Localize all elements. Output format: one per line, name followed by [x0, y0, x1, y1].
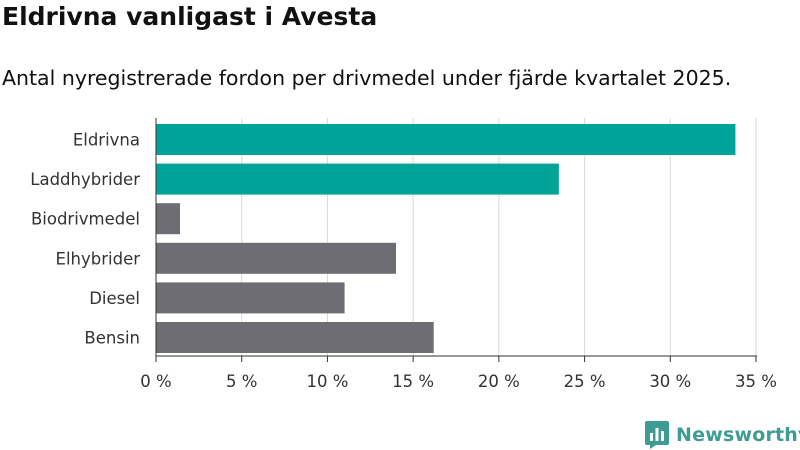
x-tick-label: 0 %: [140, 372, 171, 391]
category-label: Diesel: [89, 289, 140, 308]
brand-name: Newsworthy: [676, 424, 800, 446]
x-tick-label: 25 %: [564, 372, 606, 391]
newsworthy-logo-icon: [645, 421, 669, 449]
category-label: Eldrivna: [73, 131, 140, 150]
x-tick-label: 10 %: [306, 372, 348, 391]
bar: [156, 282, 345, 314]
bar: [156, 124, 736, 155]
x-tick-label: 15 %: [392, 372, 434, 391]
brand-logo: Newsworthy: [644, 420, 800, 450]
bar: [156, 322, 434, 353]
x-tick-label: 20 %: [478, 372, 520, 391]
x-tick-label: 35 %: [735, 372, 777, 391]
category-label: Elhybrider: [56, 249, 141, 268]
category-label: Laddhybrider: [30, 170, 140, 189]
x-tick-label: 30 %: [649, 372, 691, 391]
chart-title: Eldrivna vanligast i Avesta: [2, 2, 378, 31]
category-label: Biodrivmedel: [31, 210, 140, 229]
bar: [156, 163, 559, 195]
chart-subtitle: Antal nyregistrerade fordon per drivmede…: [2, 66, 732, 90]
bar: [156, 242, 396, 274]
x-tick-label: 5 %: [226, 372, 257, 391]
category-label: Bensin: [84, 329, 140, 348]
bar: [156, 203, 180, 235]
